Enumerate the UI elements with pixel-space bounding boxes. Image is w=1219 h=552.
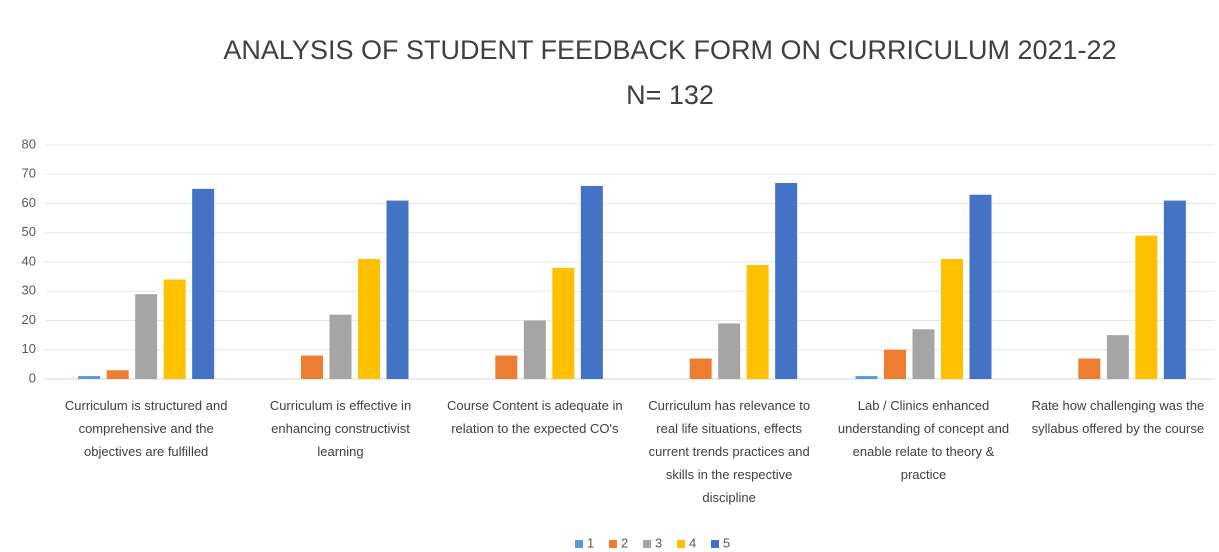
legend-swatch — [711, 540, 719, 548]
legend-label: 3 — [655, 535, 662, 550]
bar — [1135, 235, 1158, 379]
bar — [1163, 200, 1186, 379]
x-tick-label: Lab / Clinics enhanced understanding of … — [837, 398, 1010, 482]
legend-label: 5 — [723, 535, 730, 550]
legend-swatch — [643, 540, 651, 548]
bar — [969, 194, 992, 379]
bar — [358, 259, 380, 379]
y-tick-label: 30 — [22, 283, 36, 298]
legend-swatch — [677, 540, 685, 548]
bar — [689, 358, 712, 379]
bar — [135, 294, 158, 379]
legend-label: 1 — [587, 535, 594, 550]
y-tick-label: 0 — [29, 370, 36, 385]
x-tick-label: Course Content is adequate in relation t… — [447, 398, 623, 436]
bar — [329, 314, 352, 379]
bar — [746, 264, 769, 379]
bar — [1078, 358, 1101, 379]
y-tick-label: 40 — [22, 253, 36, 268]
bar — [884, 349, 906, 379]
legend-label: 4 — [689, 535, 696, 550]
bar — [941, 259, 963, 379]
bar — [192, 188, 215, 379]
bar — [552, 267, 575, 379]
y-tick-label: 10 — [22, 341, 36, 356]
bar — [78, 376, 101, 379]
bar — [301, 355, 323, 379]
bar — [495, 355, 518, 379]
bar — [718, 323, 741, 379]
bar — [580, 185, 603, 379]
x-tick-label: Curriculum is structured and comprehensi… — [64, 398, 228, 459]
bar — [855, 376, 878, 379]
bar — [1106, 335, 1129, 379]
legend-label: 2 — [621, 535, 628, 550]
bar — [523, 320, 546, 379]
bar — [106, 370, 129, 379]
x-tick-label: Rate how challenging was the syllabus of… — [1031, 398, 1205, 436]
bar — [386, 200, 409, 379]
x-tick-label: Curriculum has relevance to real life si… — [648, 398, 811, 505]
chart-subtitle: N= 132 — [626, 80, 714, 110]
y-tick-label: 50 — [22, 224, 36, 239]
bar — [163, 279, 186, 379]
y-tick-label: 20 — [22, 312, 36, 327]
legend-swatch — [609, 540, 617, 548]
x-tick-label: Curriculum is effective in enhancing con… — [269, 398, 412, 459]
chart-title: ANALYSIS OF STUDENT FEEDBACK FORM ON CUR… — [223, 35, 1116, 65]
y-tick-label: 60 — [22, 195, 36, 210]
legend-swatch — [575, 540, 583, 548]
bar — [912, 329, 935, 379]
y-tick-label: 70 — [22, 166, 36, 181]
bar — [775, 183, 798, 379]
y-tick-label: 80 — [22, 136, 36, 151]
